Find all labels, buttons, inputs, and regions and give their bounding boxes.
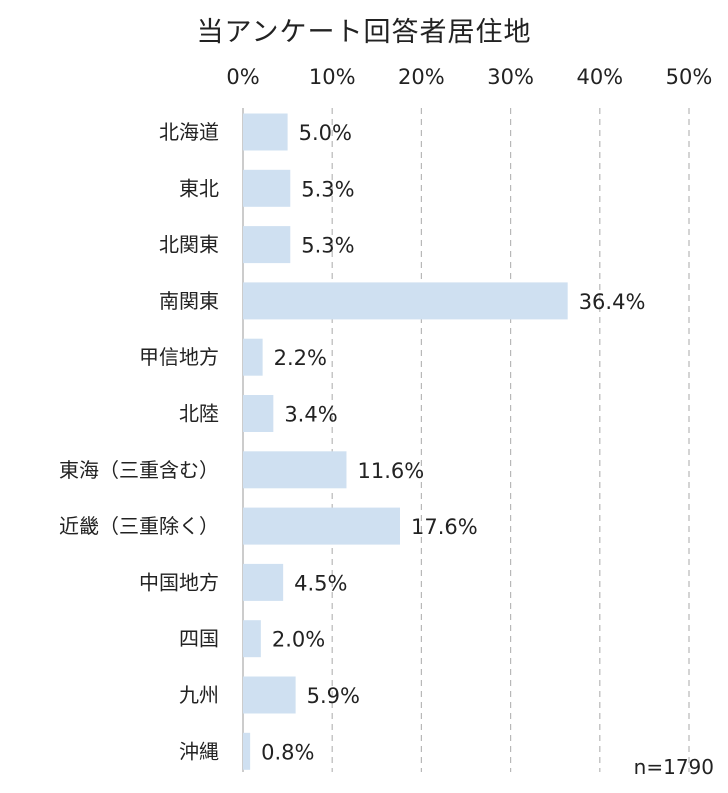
category-label: 近畿（三重除く） bbox=[59, 514, 219, 538]
bar bbox=[243, 676, 296, 714]
x-tick-label: 20% bbox=[398, 65, 445, 89]
category-label: 南関東 bbox=[159, 289, 219, 313]
bar bbox=[243, 169, 291, 207]
chart-title: 当アンケート回答者居住地 bbox=[196, 17, 532, 48]
value-label: 5.3% bbox=[301, 234, 354, 258]
value-label: 0.8% bbox=[261, 740, 314, 764]
x-tick-label: 50% bbox=[666, 65, 713, 89]
value-label: 5.9% bbox=[307, 684, 360, 708]
value-label: 5.3% bbox=[301, 177, 354, 201]
category-label: 北海道 bbox=[159, 120, 219, 144]
x-tick-label: 10% bbox=[309, 65, 356, 89]
value-label: 4.5% bbox=[294, 571, 347, 595]
category-label: 東海（三重含む） bbox=[59, 458, 219, 482]
category-label: 中国地方 bbox=[139, 570, 219, 594]
category-label: 北関東 bbox=[159, 233, 219, 257]
category-label: 東北 bbox=[179, 176, 219, 200]
bar bbox=[243, 507, 400, 545]
value-label: 2.2% bbox=[274, 346, 327, 370]
bar bbox=[243, 338, 263, 376]
bar bbox=[243, 563, 284, 601]
bar bbox=[243, 732, 251, 770]
value-label: 3.4% bbox=[284, 403, 337, 427]
x-tick-label: 40% bbox=[576, 65, 623, 89]
value-label: 5.0% bbox=[299, 121, 352, 145]
value-label: 36.4% bbox=[579, 290, 646, 314]
value-label: 17.6% bbox=[411, 515, 478, 539]
category-label: 北陸 bbox=[179, 402, 219, 426]
value-label: 11.6% bbox=[357, 459, 424, 483]
x-tick-label: 0% bbox=[226, 65, 259, 89]
bar bbox=[243, 620, 261, 658]
bar bbox=[243, 226, 291, 264]
bar bbox=[243, 282, 568, 320]
bar bbox=[243, 395, 274, 432]
x-tick-label: 30% bbox=[487, 65, 534, 89]
bar bbox=[243, 451, 347, 489]
category-label: 沖縄 bbox=[179, 739, 219, 763]
sample-size-note: n=1790 bbox=[633, 755, 714, 779]
value-label: 2.0% bbox=[272, 628, 325, 652]
category-label: 甲信地方 bbox=[139, 345, 219, 369]
bar bbox=[243, 113, 288, 151]
category-label: 四国 bbox=[179, 627, 219, 651]
category-label: 九州 bbox=[179, 683, 219, 707]
